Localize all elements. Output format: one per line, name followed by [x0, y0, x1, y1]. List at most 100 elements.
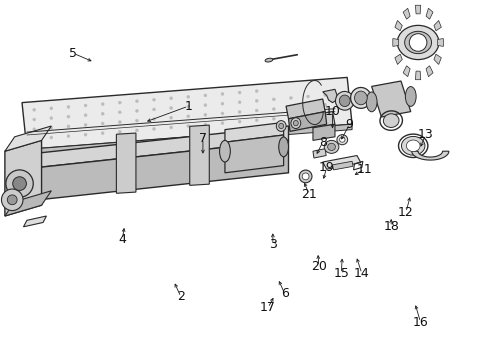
Circle shape [255, 109, 258, 112]
Circle shape [33, 138, 36, 140]
Circle shape [1, 189, 23, 211]
Ellipse shape [327, 143, 335, 150]
Ellipse shape [276, 121, 285, 131]
Polygon shape [415, 5, 420, 14]
Polygon shape [411, 151, 448, 160]
Circle shape [272, 108, 275, 111]
Polygon shape [425, 8, 432, 19]
Polygon shape [322, 89, 338, 103]
Text: 11: 11 [356, 163, 371, 176]
Polygon shape [394, 54, 402, 64]
Circle shape [169, 107, 172, 109]
Circle shape [101, 122, 104, 125]
Circle shape [67, 135, 70, 138]
Circle shape [323, 94, 326, 96]
Circle shape [67, 115, 70, 118]
Polygon shape [224, 135, 283, 173]
Circle shape [169, 126, 172, 129]
Circle shape [306, 105, 309, 108]
Ellipse shape [278, 137, 288, 157]
Circle shape [169, 116, 172, 119]
Circle shape [13, 177, 26, 190]
Circle shape [408, 34, 426, 51]
Polygon shape [312, 149, 325, 158]
Ellipse shape [401, 136, 424, 155]
Polygon shape [322, 156, 360, 169]
Text: 5: 5 [69, 47, 77, 60]
Circle shape [135, 100, 138, 103]
Polygon shape [415, 71, 420, 80]
Circle shape [272, 117, 275, 120]
Circle shape [238, 101, 241, 104]
Text: 14: 14 [353, 267, 369, 280]
Ellipse shape [339, 95, 349, 107]
Circle shape [238, 120, 241, 123]
Circle shape [203, 104, 206, 107]
Circle shape [50, 107, 53, 110]
Polygon shape [288, 112, 326, 131]
Ellipse shape [366, 92, 376, 112]
Polygon shape [22, 126, 288, 169]
Polygon shape [310, 112, 334, 128]
Circle shape [203, 113, 206, 116]
Ellipse shape [354, 91, 366, 105]
Circle shape [323, 113, 326, 116]
Text: 12: 12 [397, 206, 413, 219]
Polygon shape [392, 39, 398, 46]
Circle shape [50, 126, 53, 129]
Ellipse shape [405, 87, 415, 107]
Text: 10: 10 [324, 105, 340, 118]
Circle shape [118, 121, 121, 123]
Circle shape [33, 118, 36, 121]
Ellipse shape [396, 25, 438, 60]
Text: 6: 6 [280, 287, 288, 300]
Circle shape [118, 111, 121, 114]
Circle shape [84, 104, 87, 107]
Circle shape [255, 99, 258, 102]
Polygon shape [224, 122, 283, 142]
Circle shape [50, 136, 53, 139]
Polygon shape [402, 8, 409, 19]
Circle shape [323, 103, 326, 106]
Circle shape [238, 111, 241, 113]
Circle shape [152, 127, 155, 130]
Text: 18: 18 [383, 220, 398, 233]
Circle shape [7, 195, 17, 205]
Ellipse shape [278, 123, 283, 129]
Circle shape [84, 114, 87, 117]
Text: 21: 21 [301, 188, 316, 201]
Polygon shape [394, 21, 402, 31]
Circle shape [169, 97, 172, 100]
Circle shape [255, 119, 258, 122]
Polygon shape [189, 125, 209, 185]
Circle shape [221, 93, 224, 95]
Circle shape [101, 103, 104, 105]
Text: 2: 2 [177, 291, 184, 303]
Circle shape [135, 109, 138, 112]
Text: 16: 16 [412, 316, 427, 329]
Circle shape [238, 91, 241, 94]
Ellipse shape [264, 58, 272, 62]
Circle shape [101, 132, 104, 135]
Ellipse shape [324, 140, 338, 153]
Text: 8: 8 [318, 136, 326, 149]
Polygon shape [116, 133, 136, 193]
Circle shape [289, 106, 292, 109]
Polygon shape [285, 99, 325, 119]
Circle shape [306, 95, 309, 98]
Polygon shape [5, 126, 51, 151]
Circle shape [289, 116, 292, 119]
Circle shape [186, 115, 189, 118]
Text: 17: 17 [260, 301, 275, 314]
Ellipse shape [290, 118, 300, 129]
Ellipse shape [406, 140, 419, 152]
Circle shape [186, 125, 189, 127]
Polygon shape [437, 39, 443, 46]
Circle shape [118, 101, 121, 104]
Circle shape [135, 129, 138, 132]
Text: 13: 13 [417, 129, 432, 141]
Polygon shape [312, 124, 334, 140]
Circle shape [84, 123, 87, 126]
Polygon shape [23, 216, 46, 227]
Circle shape [135, 119, 138, 122]
